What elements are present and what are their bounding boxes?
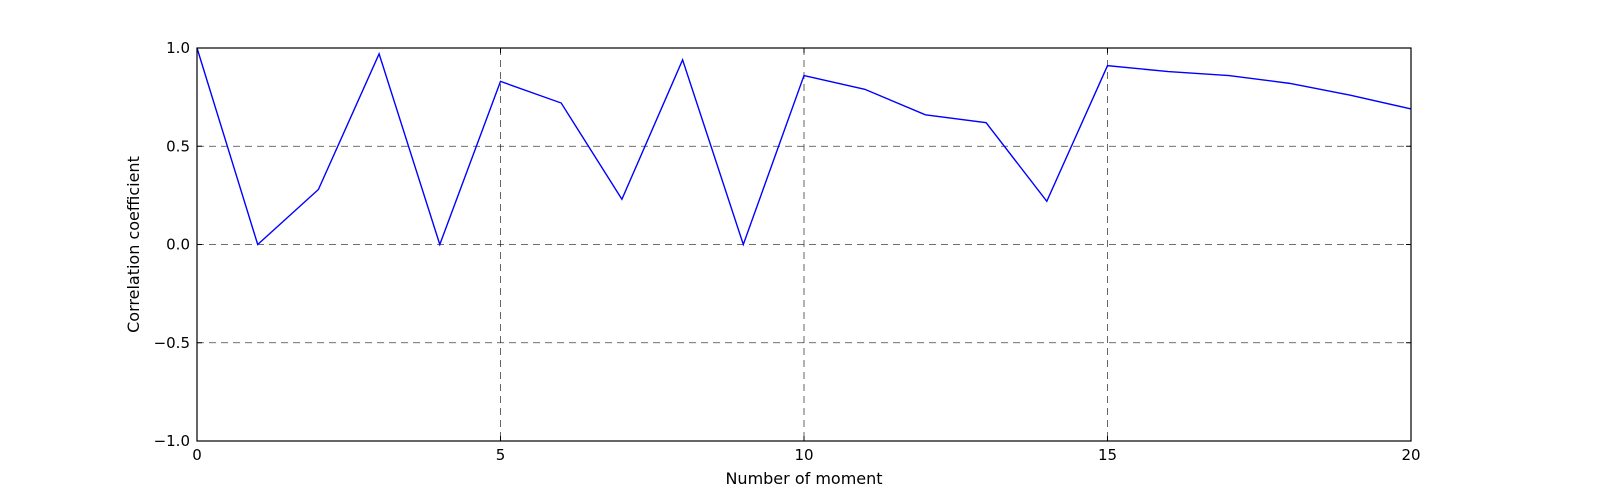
x-tick-label: 15 (1098, 446, 1117, 464)
series-line (196, 47, 1412, 247)
y-tick-label: −1.0 (154, 432, 190, 450)
x-tick-label: 20 (1401, 446, 1420, 464)
x-tick-label: 10 (794, 446, 813, 464)
y-tick-label: 0.0 (166, 236, 190, 254)
x-tick-label: 5 (496, 446, 506, 464)
x-tick-labels: 0 5 10 15 20 (192, 446, 1420, 464)
y-tick-labels: −1.0 −0.5 0.0 0.5 1.0 (154, 39, 190, 450)
y-axis-label: Correlation coefficient (124, 156, 143, 333)
x-axis-label: Number of moment (725, 469, 882, 488)
y-tick-label: 1.0 (166, 39, 190, 57)
x-tick-label: 0 (192, 446, 202, 464)
grid-layer (197, 48, 1411, 441)
y-tick-label: 0.5 (166, 137, 190, 155)
y-tick-label: −0.5 (154, 334, 190, 352)
series-layer (196, 47, 1412, 247)
tick-layer (196, 47, 1412, 442)
